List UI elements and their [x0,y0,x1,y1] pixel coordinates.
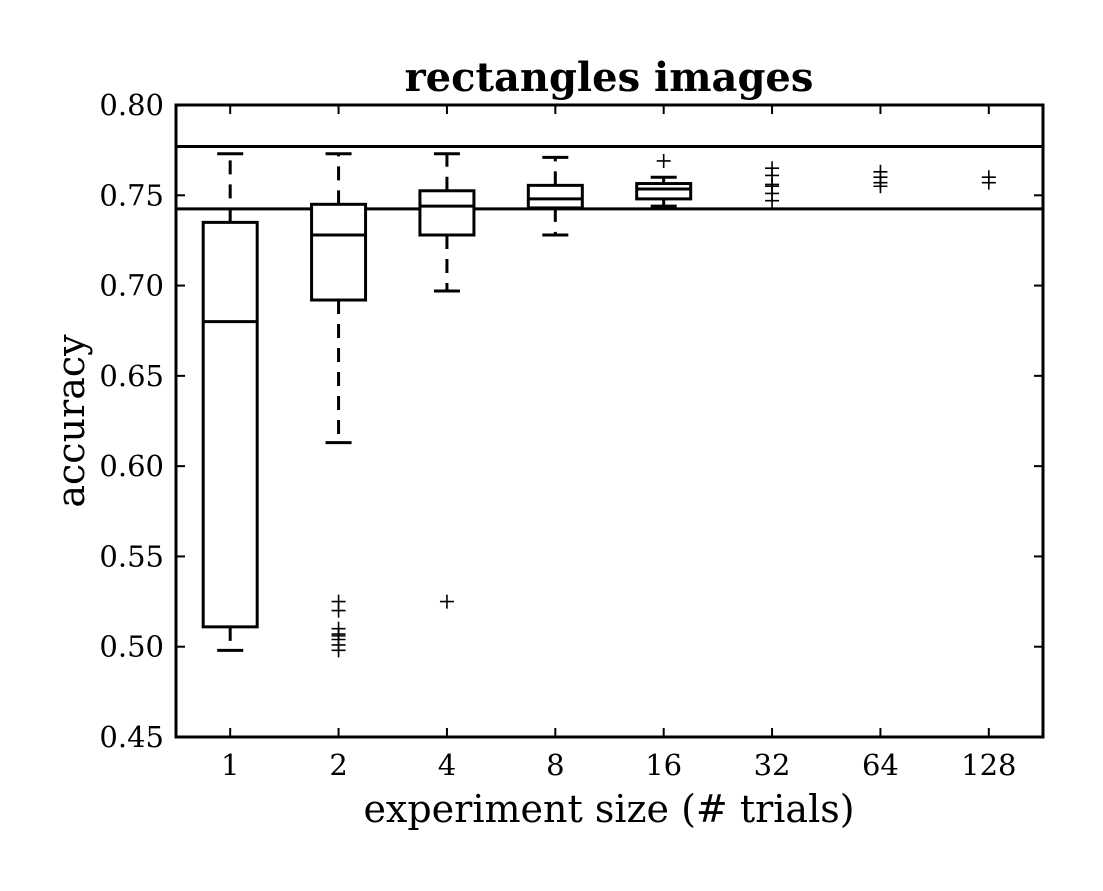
box-iqr [310,202,368,302]
x-tick-label: 64 [862,748,899,782]
box-iqr [635,182,693,201]
box-group-8 [526,155,584,237]
outlier-point [331,594,346,609]
y-tick-label: 0.45 [99,720,164,754]
outlier-point [656,153,671,168]
x-tick-label: 8 [546,748,564,782]
box-group-1 [201,152,259,652]
chart-title: rectangles images [405,54,814,101]
box-iqr [418,189,476,237]
x-tick-label: 32 [754,748,791,782]
y-tick-label: 0.55 [99,539,164,573]
y-tick-label: 0.50 [99,630,164,664]
y-tick-label: 0.60 [99,449,164,483]
x-axis-label: experiment size (# trials) [363,787,854,831]
box-iqr [201,220,259,629]
box-group-32 [765,161,780,208]
outlier-point [981,170,996,185]
plot-frame [174,103,1045,739]
x-tick-label: 128 [961,748,1016,782]
y-tick-label: 0.75 [99,178,164,212]
box-group-128 [981,170,996,190]
box-group-2 [310,152,368,658]
outlier-point [765,161,780,176]
box-iqr [526,183,584,210]
y-tick-label: 0.65 [99,359,164,393]
y-tick-label: 0.80 [99,88,164,122]
x-tick-label: 4 [438,748,456,782]
outlier-point [439,594,454,609]
outlier-point [331,621,346,636]
y-tick-label: 0.70 [99,269,164,303]
x-tick-label: 16 [645,748,682,782]
x-tick-label: 1 [221,748,239,782]
box-group-64 [873,164,888,194]
x-tick-label: 2 [329,748,347,782]
plot-area: 0.45 0.50 0.55 0.60 0.65 0.70 0.75 0.80 1 2 4 8 16 32… [99,88,1043,782]
y-axis-label: accuracy [49,334,93,508]
box-group-16 [635,153,693,208]
outlier-point [873,164,888,179]
box-group-4 [418,152,476,609]
